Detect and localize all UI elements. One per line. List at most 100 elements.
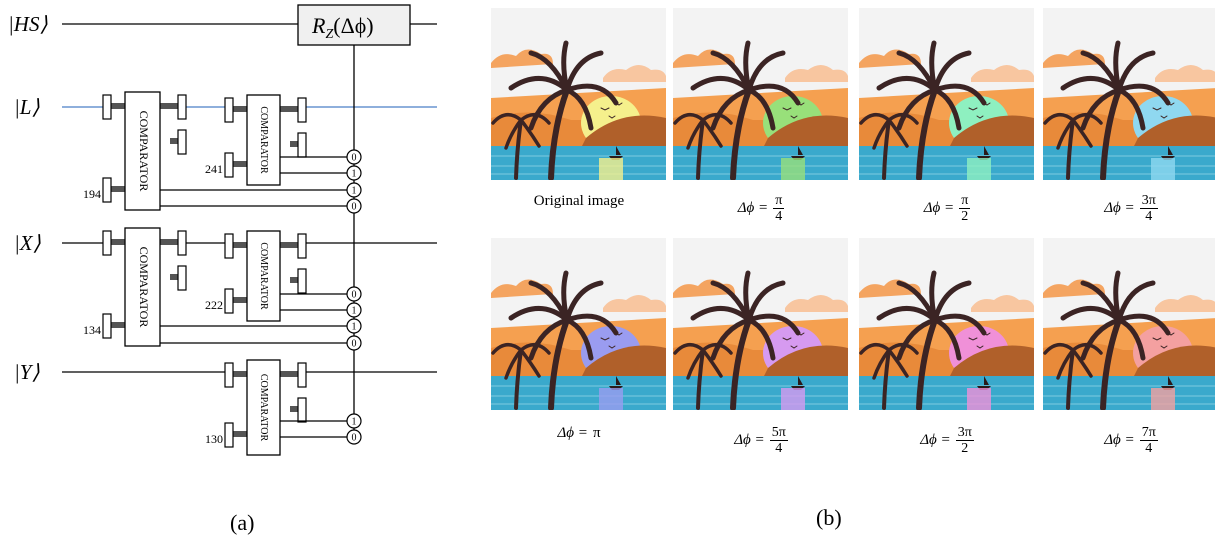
bar xyxy=(111,103,125,109)
scene xyxy=(491,238,666,410)
gate-label: RZ(Δϕ) xyxy=(311,13,374,42)
sun-reflection xyxy=(599,388,623,410)
scene xyxy=(491,8,666,180)
bar xyxy=(280,106,298,112)
rz-gate xyxy=(297,4,411,46)
denominator: 4 xyxy=(1145,209,1153,224)
scene xyxy=(1043,8,1215,180)
control-value: 0 xyxy=(352,152,357,163)
sun-reflection xyxy=(967,388,991,410)
scene xyxy=(859,238,1034,410)
fraction: 3π 2 xyxy=(955,425,974,456)
caption-lhs: Δϕ = xyxy=(1104,432,1135,448)
denominator: 4 xyxy=(775,441,783,456)
threshold: 241 xyxy=(205,162,223,176)
comparator xyxy=(124,91,161,211)
caption-text: Original image xyxy=(533,193,625,209)
scene xyxy=(673,8,848,180)
port xyxy=(224,152,234,178)
control-value: 1 xyxy=(352,416,357,427)
caption-rhs: π xyxy=(592,425,601,441)
gate-sub: Z xyxy=(325,27,333,42)
sun-reflection xyxy=(1151,158,1175,180)
circuit: |HS⟩ |L⟩ |X⟩ |Y⟩ RZ(Δϕ) (a) COMPARATOR 19… xyxy=(8,4,437,535)
comparator xyxy=(246,359,281,456)
port xyxy=(297,362,307,388)
caption-lhs: Δϕ = xyxy=(1104,200,1135,216)
bar xyxy=(233,297,247,303)
bar xyxy=(233,371,247,377)
comparator xyxy=(246,230,281,322)
scene-image xyxy=(491,8,666,180)
comparator-label: COMPARATOR xyxy=(258,374,269,442)
port xyxy=(297,397,307,423)
caption-lhs: Δϕ = xyxy=(734,432,765,448)
bar xyxy=(290,141,298,147)
panel-caption: (b) xyxy=(816,505,842,530)
control-value: 0 xyxy=(352,201,357,212)
control xyxy=(346,198,362,214)
control xyxy=(346,413,362,429)
port xyxy=(177,129,187,155)
image-caption: Δϕ = π xyxy=(479,425,679,442)
bar xyxy=(280,242,298,248)
comparator-label: COMPARATOR xyxy=(258,106,269,174)
bar xyxy=(290,277,298,283)
numerator: π xyxy=(773,193,785,209)
port xyxy=(224,362,234,388)
port xyxy=(297,132,307,158)
control-value: 0 xyxy=(352,432,357,443)
comparator xyxy=(124,227,161,347)
sun-reflection xyxy=(1151,388,1175,410)
port xyxy=(102,313,112,339)
comparator-label: COMPARATOR xyxy=(137,247,151,328)
bar xyxy=(111,239,125,245)
image-caption: Δϕ = 5π 4 xyxy=(661,425,861,456)
caption-lhs: Δϕ = xyxy=(920,432,951,448)
image-caption: Δϕ = π 2 xyxy=(847,193,1047,224)
bar xyxy=(233,161,247,167)
port xyxy=(297,97,307,123)
control-value: 1 xyxy=(352,168,357,179)
wire-label: |L⟩ xyxy=(14,95,40,119)
port xyxy=(102,177,112,203)
port xyxy=(224,97,234,123)
panel-caption: (a) xyxy=(230,510,254,535)
threshold: 134 xyxy=(83,323,101,337)
bar xyxy=(280,371,298,377)
wire-label: |Y⟩ xyxy=(14,360,40,384)
numerator: π xyxy=(959,193,971,209)
control xyxy=(346,149,362,165)
bar xyxy=(290,406,298,412)
fraction: 7π 4 xyxy=(1139,425,1158,456)
control-value: 1 xyxy=(352,321,357,332)
numerator: 5π xyxy=(769,425,788,441)
scene xyxy=(673,238,848,410)
control-value: 1 xyxy=(352,305,357,316)
denominator: 4 xyxy=(1145,441,1153,456)
fraction: 3π 4 xyxy=(1139,193,1158,224)
control xyxy=(346,182,362,198)
gate-base: R xyxy=(311,13,326,38)
caption-lhs: Δϕ = xyxy=(557,425,588,441)
sun-reflection xyxy=(599,158,623,180)
scene-image xyxy=(673,8,848,180)
port xyxy=(177,94,187,120)
threshold: 194 xyxy=(83,187,101,201)
wire-label: |HS⟩ xyxy=(8,12,48,36)
port xyxy=(224,422,234,448)
caption-lhs: Δϕ = xyxy=(737,200,769,216)
bar xyxy=(233,106,247,112)
control xyxy=(346,429,362,445)
denominator: 2 xyxy=(961,441,969,456)
scene-image xyxy=(859,8,1034,180)
bar xyxy=(233,431,247,437)
bar xyxy=(170,274,178,280)
image-caption: Original image xyxy=(479,193,679,210)
sun-reflection xyxy=(967,158,991,180)
wire-label: |X⟩ xyxy=(14,231,41,255)
image-caption: Δϕ = 3π 4 xyxy=(1031,193,1215,224)
sun-reflection xyxy=(781,388,805,410)
caption-lhs: Δϕ = xyxy=(923,200,955,216)
